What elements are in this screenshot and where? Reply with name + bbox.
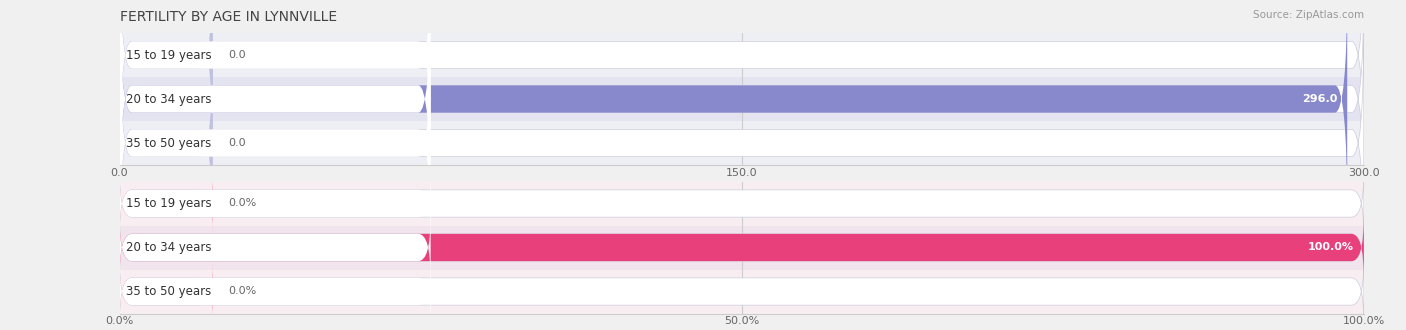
Text: 15 to 19 years: 15 to 19 years (125, 197, 211, 210)
Text: 0.0%: 0.0% (228, 199, 256, 209)
FancyBboxPatch shape (120, 0, 1347, 216)
Text: 15 to 19 years: 15 to 19 years (125, 49, 211, 61)
FancyBboxPatch shape (120, 0, 1364, 172)
Text: 0.0%: 0.0% (228, 286, 256, 296)
FancyBboxPatch shape (120, 33, 1364, 77)
Text: Source: ZipAtlas.com: Source: ZipAtlas.com (1253, 10, 1364, 20)
FancyBboxPatch shape (120, 261, 212, 321)
Text: FERTILITY BY AGE IN LYNNVILLE: FERTILITY BY AGE IN LYNNVILLE (120, 10, 336, 24)
FancyBboxPatch shape (120, 26, 1364, 260)
FancyBboxPatch shape (120, 0, 430, 172)
FancyBboxPatch shape (120, 26, 430, 260)
FancyBboxPatch shape (120, 182, 1364, 225)
Text: 20 to 34 years: 20 to 34 years (125, 92, 211, 106)
FancyBboxPatch shape (120, 261, 1364, 321)
Text: 100.0%: 100.0% (1308, 243, 1354, 252)
FancyBboxPatch shape (120, 217, 430, 278)
Text: 0.0: 0.0 (228, 138, 246, 148)
Text: 35 to 50 years: 35 to 50 years (125, 285, 211, 298)
FancyBboxPatch shape (120, 0, 1364, 216)
FancyBboxPatch shape (120, 225, 1364, 270)
FancyBboxPatch shape (120, 77, 1364, 121)
FancyBboxPatch shape (120, 174, 212, 234)
Text: 296.0: 296.0 (1302, 94, 1337, 104)
FancyBboxPatch shape (120, 0, 212, 172)
FancyBboxPatch shape (120, 174, 430, 234)
Text: 35 to 50 years: 35 to 50 years (125, 137, 211, 149)
FancyBboxPatch shape (120, 26, 212, 260)
Text: 0.0: 0.0 (228, 50, 246, 60)
Text: 20 to 34 years: 20 to 34 years (125, 241, 211, 254)
FancyBboxPatch shape (120, 270, 1364, 313)
FancyBboxPatch shape (120, 261, 430, 321)
FancyBboxPatch shape (120, 121, 1364, 165)
FancyBboxPatch shape (120, 174, 1364, 234)
FancyBboxPatch shape (120, 0, 430, 216)
FancyBboxPatch shape (120, 217, 1364, 278)
FancyBboxPatch shape (120, 217, 1364, 278)
